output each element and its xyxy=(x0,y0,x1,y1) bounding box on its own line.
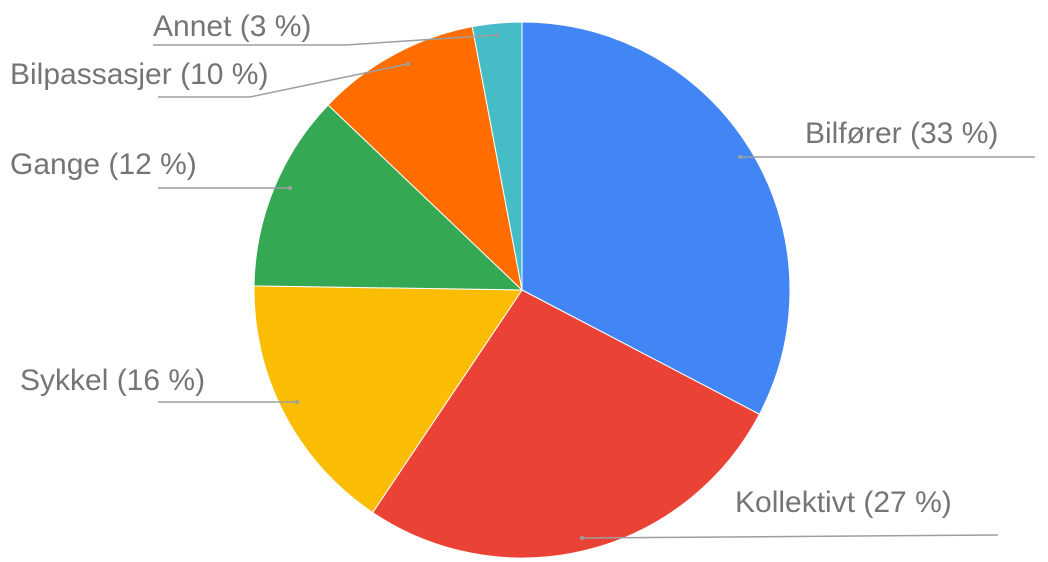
pie-slice xyxy=(327,26,523,292)
pie-slice xyxy=(371,289,761,559)
pie-slice xyxy=(471,21,523,291)
leader-line xyxy=(581,534,999,539)
leader-line xyxy=(153,34,498,46)
leader-dot xyxy=(288,186,292,190)
slice-label: Bilpassasjer (10 %) xyxy=(10,58,268,91)
slice-label: Kollektivt (27 %) xyxy=(735,486,952,519)
pie-slice xyxy=(253,285,523,514)
slice-label: Gange (12 %) xyxy=(10,148,197,181)
slice-label: Sykkel (16 %) xyxy=(20,364,205,397)
leader-dot xyxy=(580,536,584,540)
leader-dot xyxy=(295,400,299,404)
slice-label: Annet (3 %) xyxy=(153,10,311,43)
pie-slice xyxy=(521,21,791,415)
leader-dot xyxy=(738,155,742,159)
leader-line xyxy=(158,63,409,98)
slice-label: Bilfører (33 %) xyxy=(805,117,998,150)
leader-dot xyxy=(495,33,499,37)
leader-dot xyxy=(406,62,410,66)
